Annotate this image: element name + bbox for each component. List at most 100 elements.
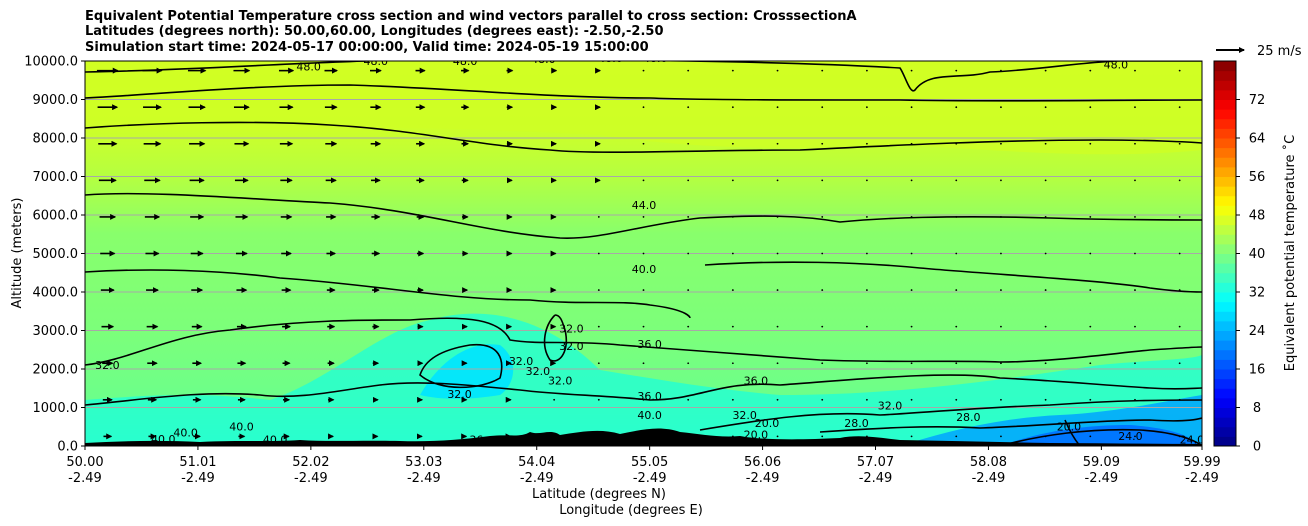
contour-label: 40.0 [637, 409, 662, 422]
contour-label: 40.0 [229, 421, 254, 434]
colorbar-segment [1214, 349, 1236, 360]
x-tick-label-lon: -2.49 [633, 471, 667, 486]
wind-vector [1134, 252, 1136, 255]
contour-46 [85, 84, 1202, 102]
wind-vector [731, 142, 734, 145]
contour-labels: 48.0 48.0 48.0 48.0 48.0 48.0 48.0 44.0 40.0 36.0… [95, 52, 1202, 447]
wind-vector [776, 362, 779, 365]
contour-label: 40.0 [263, 434, 288, 447]
contour-label: 48.0 [296, 61, 321, 74]
colorbar-segment [1214, 234, 1236, 245]
contour-48 [85, 61, 1202, 92]
colorbar-segment [1214, 397, 1236, 408]
wind-vector [1000, 435, 1002, 438]
colorbar-segment [1214, 118, 1236, 129]
wind-vector [910, 435, 913, 438]
wind-vector [821, 69, 824, 72]
colorbar-segment [1214, 61, 1236, 72]
colorbar-segment [1214, 147, 1236, 158]
colorbar-segment [1214, 89, 1236, 100]
wind-vector [821, 435, 824, 438]
contour-label: 32.0 [447, 388, 472, 401]
colorbar-segment [1214, 426, 1236, 437]
wind-vector [731, 362, 734, 365]
wind-vector [1089, 398, 1092, 401]
wind-vector [642, 69, 645, 72]
wind-vector [1089, 435, 1092, 438]
colorbar-segment [1214, 176, 1236, 187]
contour-label: 32.0 [559, 340, 584, 353]
wind-vector [821, 179, 824, 182]
wind-vector [1000, 398, 1002, 401]
contour-label: 20.0 [755, 417, 780, 430]
contour-label: 48.0 [598, 52, 623, 65]
wind-vector [821, 252, 824, 255]
contour-label: 48.0 [643, 52, 668, 65]
wind-vector [1134, 106, 1136, 109]
wind-vector [776, 69, 779, 72]
contour-label: 36.0 [637, 390, 662, 403]
wind-vector [866, 362, 868, 365]
contour-label: 32.0 [526, 365, 551, 378]
wind-vector [687, 69, 690, 72]
wind-vector [866, 106, 868, 109]
x-tick-label-lon: -2.49 [520, 471, 554, 486]
x-tick-label-lat: 53.03 [405, 455, 442, 470]
wind-vector [597, 289, 600, 291]
x-axis: 50.00-2.4951.01-2.4952.02-2.4953.03-2.49… [66, 446, 1221, 486]
contour-28 [819, 417, 1202, 433]
x-tick-label-lon: -2.49 [407, 471, 441, 486]
colorbar-segment [1214, 301, 1236, 312]
wind-vector [955, 69, 958, 72]
wind-vector [821, 106, 824, 109]
contour-label: 48.0 [531, 53, 556, 66]
colorbar-tick-label: 32 [1249, 286, 1266, 301]
wind-vector [955, 325, 958, 328]
colorbar-tick-label: 72 [1249, 93, 1266, 108]
chart-title-line-2: Latitudes (degrees north): 50.00,60.00, … [85, 24, 664, 39]
wind-vector [597, 252, 600, 255]
wind-vector [1089, 69, 1092, 72]
wind-vector [687, 179, 690, 182]
wind-vector [776, 325, 779, 328]
wind-vector [1178, 362, 1181, 365]
wind-vector [731, 179, 734, 182]
wind-vector [866, 252, 868, 255]
wind-vector [866, 69, 868, 72]
wind-vector [866, 289, 868, 291]
contour-label: 40.0 [151, 433, 176, 446]
wind-vector [910, 179, 913, 182]
wind-vector [687, 106, 690, 109]
contour-label: 28.0 [956, 411, 981, 424]
colorbar-tick-label: 0 [1253, 440, 1261, 455]
colorbar-segment [1214, 109, 1236, 120]
colorbar-segment [1214, 330, 1236, 341]
x-tick-label-lat: 52.02 [292, 455, 329, 470]
contour-label: 36.0 [637, 338, 662, 351]
contour-46b [85, 121, 1202, 154]
wind-vector [687, 325, 690, 328]
contour-36-low [85, 374, 1202, 406]
wind-vector [1089, 179, 1092, 182]
x-tick-label-lat: 59.99 [1183, 455, 1220, 470]
wind-vector [1134, 216, 1136, 218]
wind-vector [1044, 142, 1047, 145]
wind-vector [687, 289, 690, 291]
wind-vector [1044, 398, 1047, 401]
contour-32 [419, 343, 503, 389]
colorbar-segment [1214, 166, 1236, 177]
colorbar-label: Equivalent potential temperature ˚C [1282, 135, 1298, 371]
colorbar-segment [1214, 253, 1236, 264]
chart-title-line-3: Simulation start time: 2024-05-17 00:00:… [85, 40, 649, 55]
y-axis: 0.0 1000.0 2000.0 3000.0 4000.0 5000.0 6000.0 7… [24, 55, 85, 455]
colorbar-tick-label: 64 [1249, 132, 1266, 147]
wind-vector [1000, 289, 1002, 291]
wind-vector [1134, 142, 1136, 145]
colorbar-segment [1214, 359, 1236, 370]
contour-label: 48.0 [1104, 59, 1129, 72]
contour-44 [85, 192, 1202, 239]
contour-40 [85, 261, 1202, 319]
contour-label: 36.0 [744, 374, 769, 387]
wind-vector [1134, 362, 1136, 365]
contour-label: 24.0 [1118, 430, 1143, 443]
